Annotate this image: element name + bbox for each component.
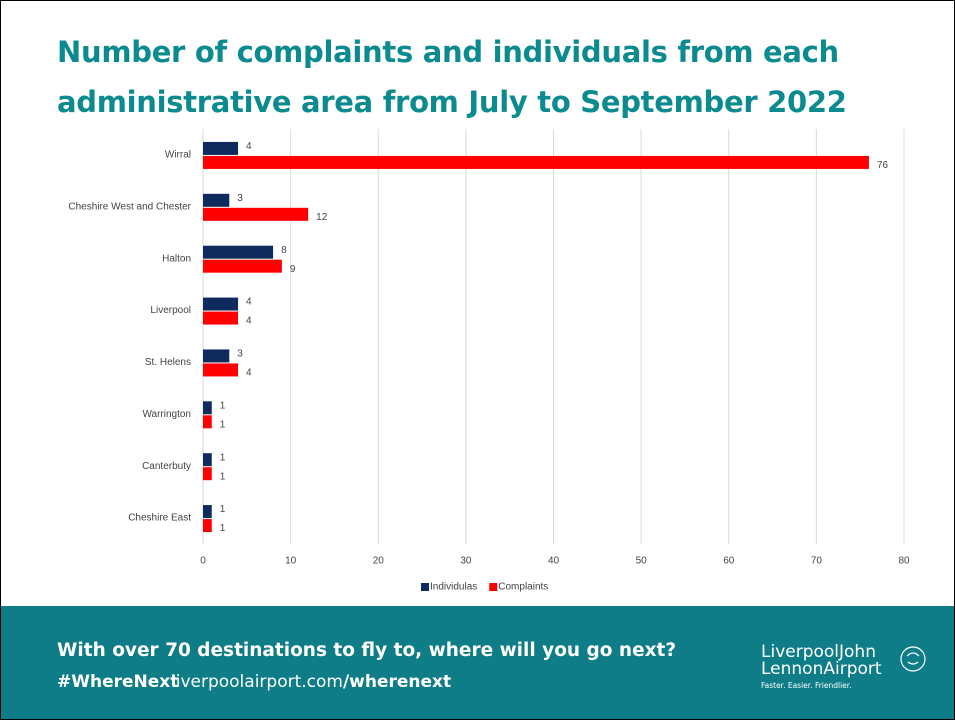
title: Number of complaints and individuals fro… xyxy=(57,27,847,127)
data-label: 1 xyxy=(220,523,226,534)
hashtag: #WhereNext xyxy=(57,672,179,692)
x-tick-label: 70 xyxy=(811,556,823,567)
logo-text: LiverpoolJohn xyxy=(761,642,876,662)
y-tick-label: Warrington xyxy=(142,409,191,420)
data-label: 8 xyxy=(281,245,287,256)
bar xyxy=(203,311,239,325)
data-label: 1 xyxy=(220,419,226,430)
x-tick-label: 60 xyxy=(723,556,735,567)
data-label: 4 xyxy=(246,368,252,379)
y-tick-label: Cheshire East xyxy=(128,513,191,524)
bar xyxy=(203,363,239,377)
legend-swatch xyxy=(421,583,429,591)
x-tick-label: 0 xyxy=(200,556,206,567)
logo-text: LennonAirport xyxy=(761,659,882,679)
url: liverpoolairport.com/wherenext xyxy=(171,672,451,692)
tagline: With over 70 destinations to fly to, whe… xyxy=(57,640,677,661)
bar xyxy=(203,467,212,481)
chart: 0 10 20 30 40 50 60 70 80 Wirral 4 76 Cheshire West … xyxy=(68,129,910,593)
bar xyxy=(203,415,212,429)
x-tick-label: 80 xyxy=(898,556,910,567)
legend-label: Complaints xyxy=(498,582,548,593)
data-label: 3 xyxy=(237,349,243,360)
bar xyxy=(203,245,274,259)
data-label: 3 xyxy=(237,193,243,204)
bar xyxy=(203,505,212,519)
y-tick-label: Cheshire West and Chester xyxy=(68,201,191,212)
x-tick-label: 30 xyxy=(460,556,472,567)
logo-face xyxy=(906,652,920,665)
y-tick-label: Halton xyxy=(162,253,191,264)
bar xyxy=(203,401,212,415)
y-tick-label: Liverpool xyxy=(150,305,191,316)
url-domain: liverpoolairport.com xyxy=(171,672,343,692)
data-label: 4 xyxy=(246,141,252,152)
bar xyxy=(203,141,239,155)
y-tick-label: Wirral xyxy=(165,150,191,161)
y-tick-label: Canterbuty xyxy=(142,461,191,472)
logo-circle xyxy=(900,646,926,672)
data-label: 9 xyxy=(290,264,296,275)
bar xyxy=(203,453,212,467)
data-label: 12 xyxy=(316,212,328,223)
x-tick-label: 40 xyxy=(548,556,560,567)
bar xyxy=(203,519,212,533)
x-tick-label: 20 xyxy=(373,556,385,567)
data-label: 1 xyxy=(220,400,226,411)
logo-icon xyxy=(900,646,926,672)
bar xyxy=(203,155,869,169)
x-tick-label: 10 xyxy=(285,556,297,567)
data-label: 4 xyxy=(246,316,252,327)
data-label: 4 xyxy=(246,297,252,308)
bar xyxy=(203,193,230,207)
title-line: administrative area from July to Septemb… xyxy=(57,85,847,119)
x-tick-label: 50 xyxy=(636,556,648,567)
logo-slogan: Faster. Easier. Friendlier. xyxy=(761,681,852,690)
bar xyxy=(203,349,230,363)
legend-swatch xyxy=(489,583,498,591)
bar xyxy=(203,297,239,311)
bar xyxy=(203,259,282,273)
data-label: 1 xyxy=(220,452,226,463)
data-label: 1 xyxy=(220,471,226,482)
footer: With over 70 destinations to fly to, whe… xyxy=(1,606,954,719)
logo: LiverpoolJohn LennonAirport Faster. Easi… xyxy=(761,642,882,691)
title-line: Number of complaints and individuals fro… xyxy=(57,35,839,69)
legend-label: Individulas xyxy=(430,582,477,593)
data-label: 76 xyxy=(877,160,889,171)
y-tick-label: St. Helens xyxy=(145,357,191,368)
data-label: 1 xyxy=(220,504,226,515)
url-path: /wherenext xyxy=(342,672,452,692)
bar xyxy=(203,207,309,221)
